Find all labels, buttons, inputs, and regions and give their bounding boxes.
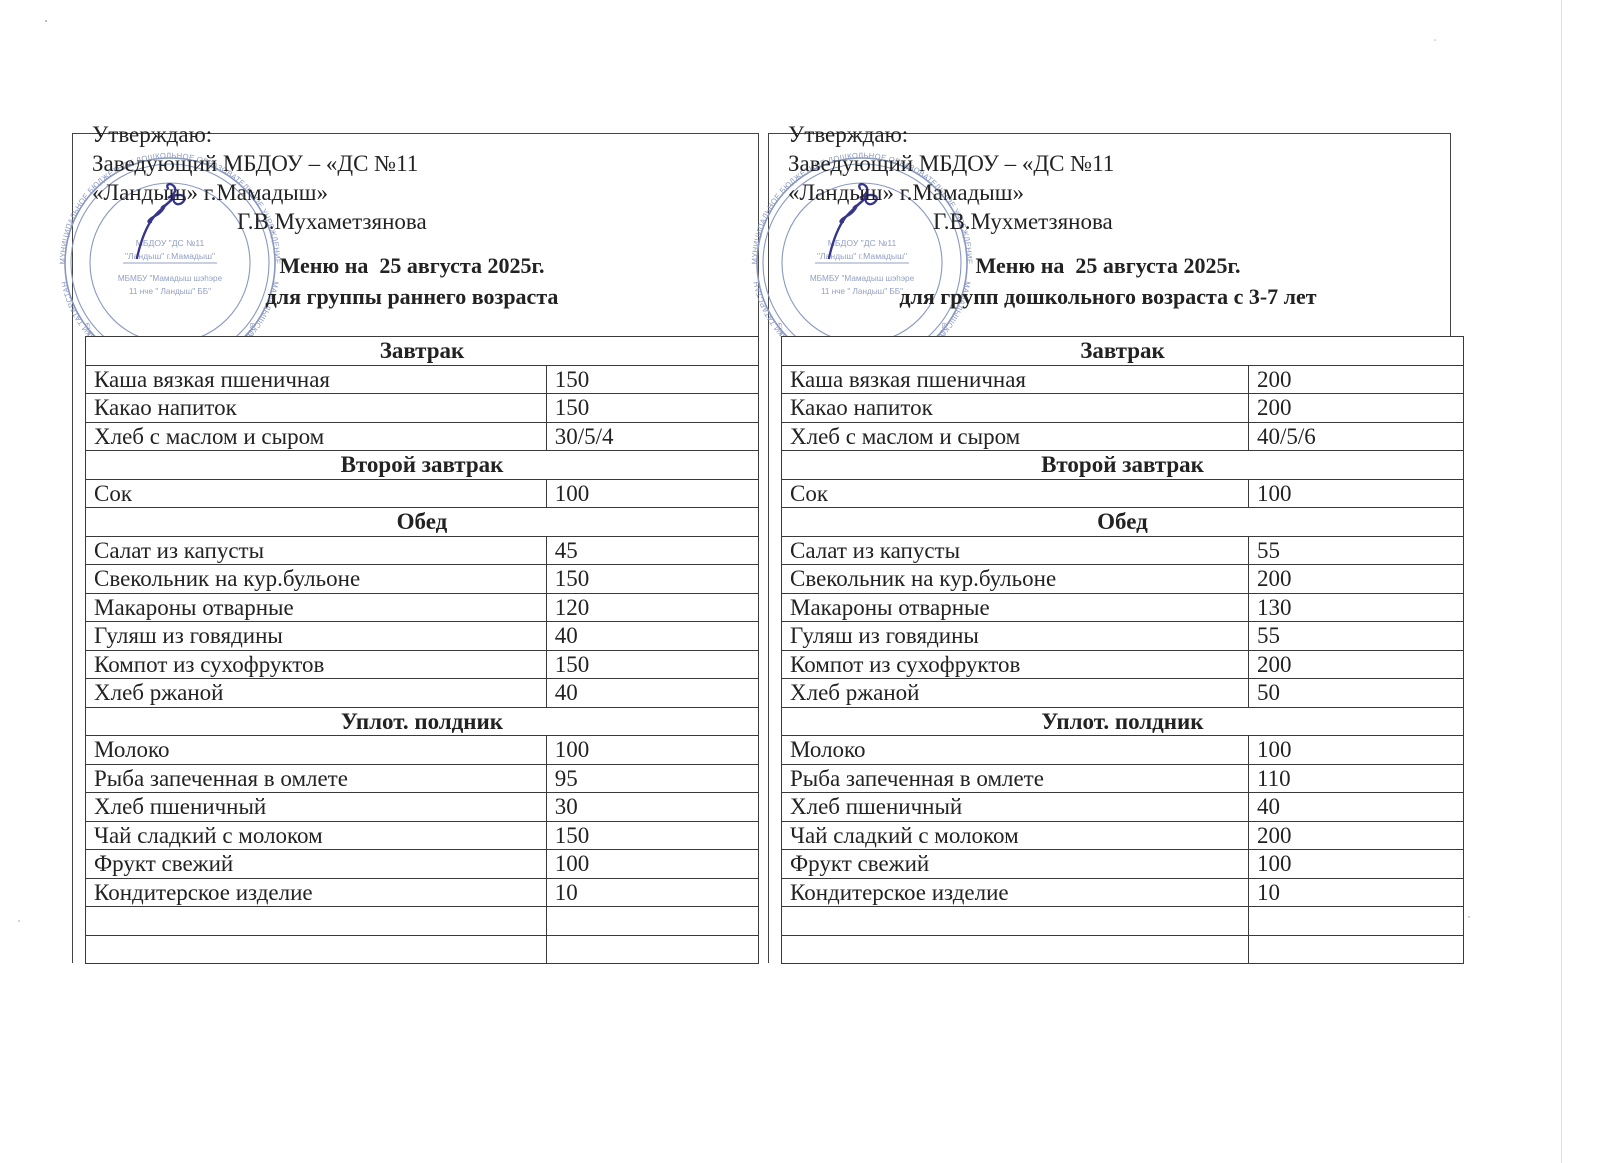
svg-text:МБДОУ "ДС №11: МБДОУ "ДС №11 (136, 238, 205, 248)
svg-text:МБДОУ "ДС №11: МБДОУ "ДС №11 (828, 238, 897, 248)
